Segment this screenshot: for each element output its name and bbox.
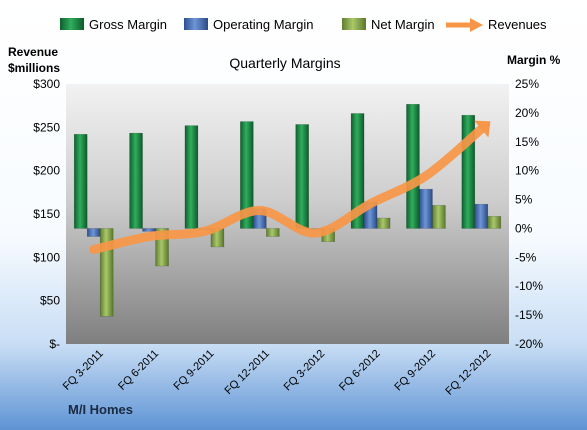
right-tick-label: 20% (515, 106, 539, 120)
net-margin-bar (487, 216, 502, 229)
gross-margin-bar (406, 103, 420, 229)
right-tick-label: 15% (515, 135, 539, 149)
category-label: FQ 9-2011 (171, 348, 216, 393)
left-tick-label: $150 (33, 207, 60, 221)
net-margin-bar (266, 228, 280, 237)
gross-margin-bar (129, 132, 143, 229)
legend-swatch-gross-margin (60, 18, 84, 30)
category-label: FQ 12-2012 (443, 348, 493, 398)
gross-margin-bar (240, 121, 254, 229)
legend-swatch-net-margin (342, 18, 366, 30)
right-tick-label: 0% (515, 221, 533, 235)
right-tick-label: 10% (515, 164, 539, 178)
left-tick-label: $50 (40, 294, 60, 308)
gross-margin-bar (295, 124, 309, 229)
revenues-arrowhead (474, 120, 491, 138)
left-axis-ticks: $- $50 $100 $150 $200 $250 $300 (33, 77, 60, 351)
right-tick-label: -5% (515, 250, 537, 264)
left-tick-label: $100 (33, 250, 60, 264)
right-tick-label: -15% (515, 308, 543, 322)
legend-label-gross-margin: Gross Margin (89, 17, 167, 32)
category-label: FQ 6-2012 (337, 348, 383, 394)
left-axis-label-line2: $millions (8, 61, 60, 75)
operating-margin-bar (419, 188, 433, 229)
gross-margin-bar (184, 125, 199, 229)
legend-swatch-operating-margin (184, 18, 208, 30)
left-axis-label-line1: Revenue (8, 45, 58, 59)
category-label: FQ 3-2012 (282, 348, 328, 394)
bars (73, 103, 502, 317)
category-label: FQ 3-2011 (61, 348, 106, 393)
legend-label-revenues: Revenues (488, 17, 547, 32)
right-tick-label: 5% (515, 193, 533, 207)
category-label: FQ 12-2011 (223, 348, 272, 397)
gross-margin-bar (73, 134, 88, 229)
left-tick-label: $- (49, 337, 60, 351)
right-tick-label: -20% (515, 337, 543, 351)
category-label: FQ 6-2011 (116, 348, 161, 393)
net-margin-bar (432, 205, 446, 229)
category-labels: FQ 3-2011 FQ 6-2011 FQ 9-2011 FQ 12-2011 FQ … (61, 348, 494, 398)
category-label: FQ 9-2012 (392, 348, 438, 394)
chart-title: Quarterly Margins (229, 55, 340, 71)
operating-margin-bar (86, 228, 101, 237)
revenues-line-path (89, 124, 486, 255)
right-axis-label: Margin % (507, 53, 561, 67)
company-label: M/I Homes (68, 402, 133, 417)
legend: Gross Margin Operating Margin Net Margin… (60, 17, 547, 32)
gross-margin-bar (350, 113, 365, 229)
left-tick-label: $250 (33, 120, 60, 134)
left-tick-label: $200 (33, 164, 60, 178)
legend-label-operating-margin: Operating Margin (213, 17, 313, 32)
legend-arrow-revenues (470, 18, 483, 32)
left-tick-label: $300 (33, 77, 60, 91)
revenues-line (89, 120, 491, 255)
legend-label-net-margin: Net Margin (371, 17, 435, 32)
right-tick-label: -10% (515, 279, 543, 293)
right-tick-label: 25% (515, 77, 539, 91)
operating-margin-bar (474, 203, 489, 229)
right-axis-ticks: -20% -15% -10% -5% 0% 5% 10% 15% 20% 25% (515, 77, 543, 351)
net-margin-bar (376, 217, 391, 229)
operating-margin-bar (142, 228, 156, 232)
